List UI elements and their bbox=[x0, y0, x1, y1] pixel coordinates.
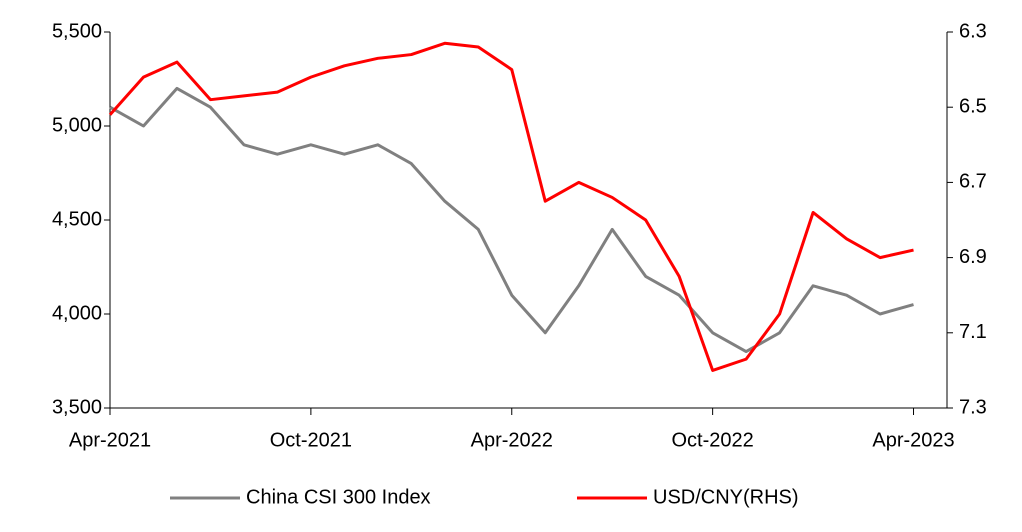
series-line bbox=[109, 86, 914, 354]
y2-tick-label: 6.9 bbox=[959, 246, 987, 268]
y2-tick-label: 7.3 bbox=[959, 396, 987, 418]
y2-tick-label: 7.1 bbox=[959, 321, 987, 343]
x-tick-label: Oct-2021 bbox=[270, 429, 352, 451]
y2-tick-label: 6.5 bbox=[959, 95, 987, 117]
legend-label: China CSI 300 Index bbox=[246, 486, 431, 508]
x-tick-label: Apr-2021 bbox=[69, 429, 151, 451]
y2-tick-label: 6.7 bbox=[959, 171, 987, 193]
y-tick-label: 5,500 bbox=[52, 20, 102, 42]
x-tick-label: Oct-2022 bbox=[672, 429, 754, 451]
x-tick-label: Apr-2023 bbox=[872, 429, 954, 451]
series-line bbox=[108, 41, 914, 372]
y-tick-label: 4,500 bbox=[52, 208, 102, 230]
legend-label: USD/CNY(RHS) bbox=[653, 486, 799, 508]
y-tick-label: 4,000 bbox=[52, 302, 102, 324]
y-tick-label: 3,500 bbox=[52, 396, 102, 418]
x-tick-label: Apr-2022 bbox=[471, 429, 553, 451]
y2-tick-label: 6.3 bbox=[959, 20, 987, 42]
y-tick-label: 5,000 bbox=[52, 114, 102, 136]
